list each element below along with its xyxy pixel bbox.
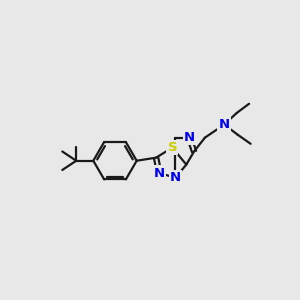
Text: S: S <box>167 141 177 154</box>
Text: N: N <box>154 167 165 180</box>
Text: N: N <box>170 171 181 184</box>
Text: N: N <box>219 118 230 131</box>
Text: N: N <box>184 131 195 144</box>
